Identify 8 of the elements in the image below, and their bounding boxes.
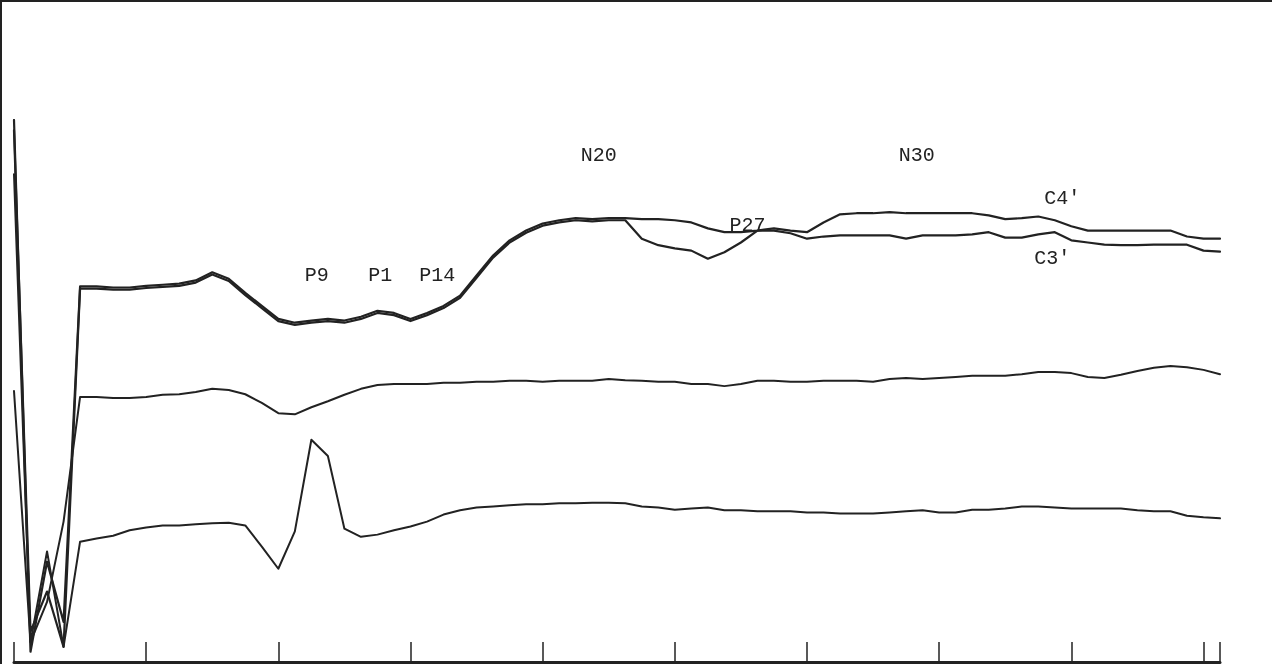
annotation: P1 (368, 263, 393, 287)
series-label: C4' (1044, 186, 1081, 210)
annotation: N30 (898, 143, 935, 167)
annotation: P9 (304, 263, 329, 287)
series-label: C3' (1034, 246, 1071, 270)
annotation: P27 (729, 213, 766, 237)
annotation: P14 (419, 263, 456, 287)
annotation: N20 (580, 143, 617, 167)
